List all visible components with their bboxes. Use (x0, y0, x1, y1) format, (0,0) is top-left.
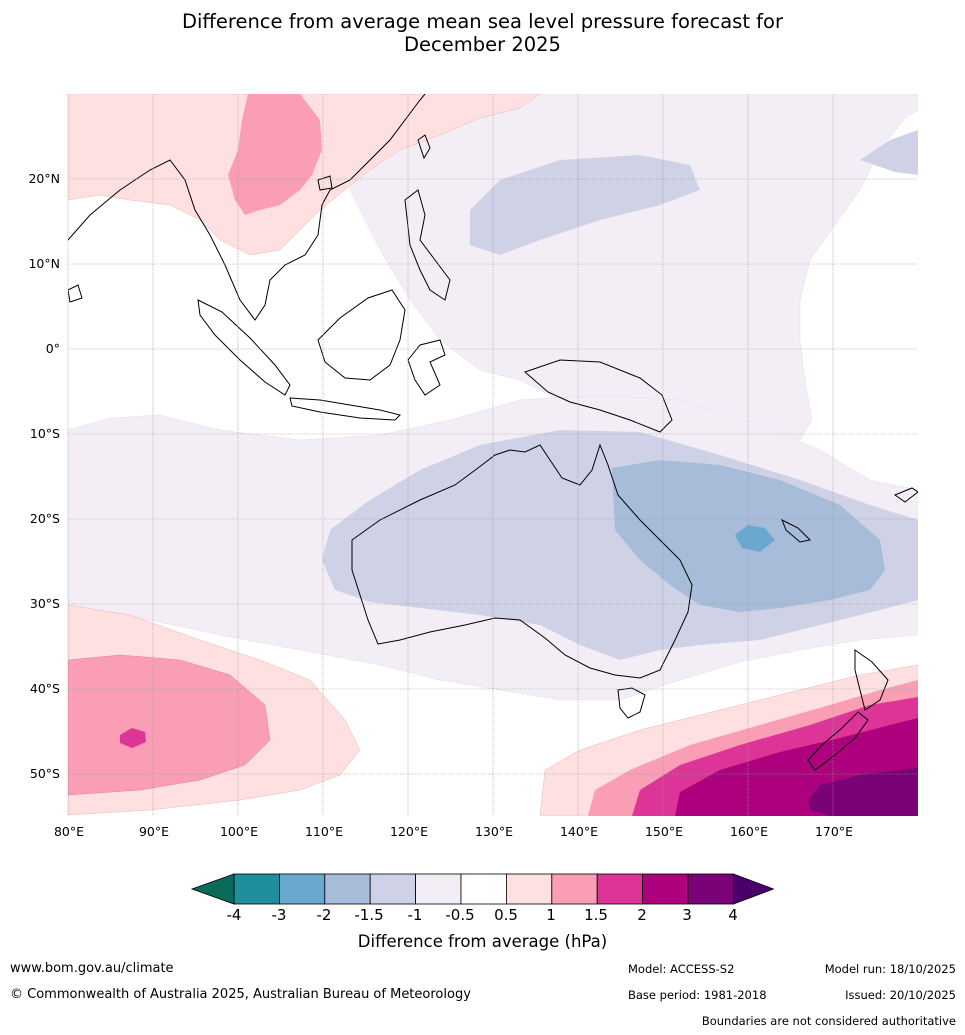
colorbar-tick-label: 0.5 (494, 906, 518, 924)
lat-label-20s: 20°S (29, 511, 60, 526)
colorbar-swatch (551, 873, 598, 905)
lon-label-110e: 110°E (304, 824, 343, 839)
colorbar-extend-high (733, 873, 775, 905)
colorbar-tick-label: -1 (407, 906, 423, 924)
lat-label-10n: 10°N (28, 256, 60, 271)
anomaly-region-pos-sw-core (120, 728, 146, 748)
lat-label-0: 0° (45, 341, 60, 356)
colorbar-tick-label: -0.5 (445, 906, 475, 924)
colorbar-swatch (278, 873, 326, 905)
lon-label-100e: 100°E (219, 824, 258, 839)
colorbar-swatch (687, 873, 734, 905)
tasmania-coastline (617, 687, 646, 719)
fiji-coastline (893, 487, 918, 503)
colorbar-swatch (233, 873, 280, 905)
borneo-coastline (317, 289, 406, 381)
colorbar-swatch (642, 873, 689, 905)
lon-label-160e: 160°E (729, 824, 768, 839)
lon-label-140e: 140°E (559, 824, 598, 839)
java-coastline (289, 397, 401, 421)
sumatra-coastline (197, 299, 291, 396)
anomaly-region-neg-far-east (860, 130, 918, 175)
coastlines (68, 94, 918, 771)
model-run-text: Model run: 18/10/2025 (824, 962, 956, 976)
lat-label-10s: 10°S (29, 426, 60, 441)
colorbar-tick-label: 1.5 (584, 906, 608, 924)
colorbar-tick-label: -2 (316, 906, 332, 924)
colorbar-tick-label: 4 (728, 906, 738, 924)
colorbar-swatch (369, 873, 417, 905)
philippines-coastline (404, 189, 451, 301)
colorbar-swatch (596, 873, 644, 905)
base-period-text: Base period: 1981-2018 (628, 988, 767, 1002)
lon-label-90e: 90°E (138, 824, 170, 839)
lat-label-20n: 20°N (28, 171, 60, 186)
colorbar-tick-label: -1.5 (354, 906, 384, 924)
colorbar-tick-label: -4 (226, 906, 242, 924)
new-zealand-north-coastline (854, 649, 889, 711)
new-caledonia-coastline (781, 518, 812, 543)
colorbar-tick-label: -3 (271, 906, 287, 924)
sulawesi-coastline (407, 339, 446, 396)
lon-label-120e: 120°E (389, 824, 428, 839)
model-text: Model: ACCESS-S2 (628, 962, 735, 976)
colorbar-swatch (324, 873, 371, 905)
colorbar-swatch (415, 873, 462, 905)
colorbar-tick-label: 3 (682, 906, 692, 924)
colorbar (190, 873, 775, 905)
anomaly-region-pos-sw-medium (68, 654, 271, 796)
gridlines (67, 94, 918, 816)
disclaimer-text: Boundaries are not considered authoritat… (701, 1014, 956, 1028)
website-link[interactable]: www.bom.gov.au/climate (10, 961, 174, 976)
map-title-line1: Difference from average mean sea level p… (182, 10, 783, 33)
issued-text: Issued: 20/10/2025 (845, 988, 956, 1002)
map-title: Difference from average mean sea level p… (0, 10, 965, 56)
new-zealand-south-coastline (807, 711, 869, 771)
anomaly-region-pos-asia-medium (228, 94, 322, 215)
lon-label-170e: 170°E (814, 824, 853, 839)
australia-coastline (351, 443, 693, 679)
copyright-text: © Commonwealth of Australia 2025, Austra… (10, 987, 471, 1002)
colorbar-title: Difference from average (hPa) (357, 932, 608, 951)
colorbar-tick-label: 2 (637, 906, 647, 924)
lon-label-80e: 80°E (53, 824, 85, 839)
anomaly-region-neg-north-pacific (470, 155, 700, 255)
colorbar-swatch (460, 873, 507, 905)
asia-mainland-coastline (68, 94, 426, 321)
hainan-coastline (317, 175, 333, 191)
colorbar-extend-low (190, 873, 235, 905)
sri-lanka-coastline (68, 284, 83, 303)
lat-label-40s: 40°S (29, 681, 60, 696)
colorbar-tick-label: 1 (546, 906, 556, 924)
new-guinea-coastline (524, 359, 673, 433)
lon-label-150e: 150°E (644, 824, 683, 839)
lon-label-130e: 130°E (474, 824, 513, 839)
anomaly-region-neg-core (735, 525, 775, 552)
anomaly-region-pos-se-core (808, 768, 918, 816)
lat-label-30s: 30°S (29, 596, 60, 611)
colorbar-swatch (505, 873, 553, 905)
map-title-line2: December 2025 (404, 33, 561, 56)
lat-label-50s: 50°S (29, 766, 60, 781)
taiwan-coastline (417, 134, 431, 160)
